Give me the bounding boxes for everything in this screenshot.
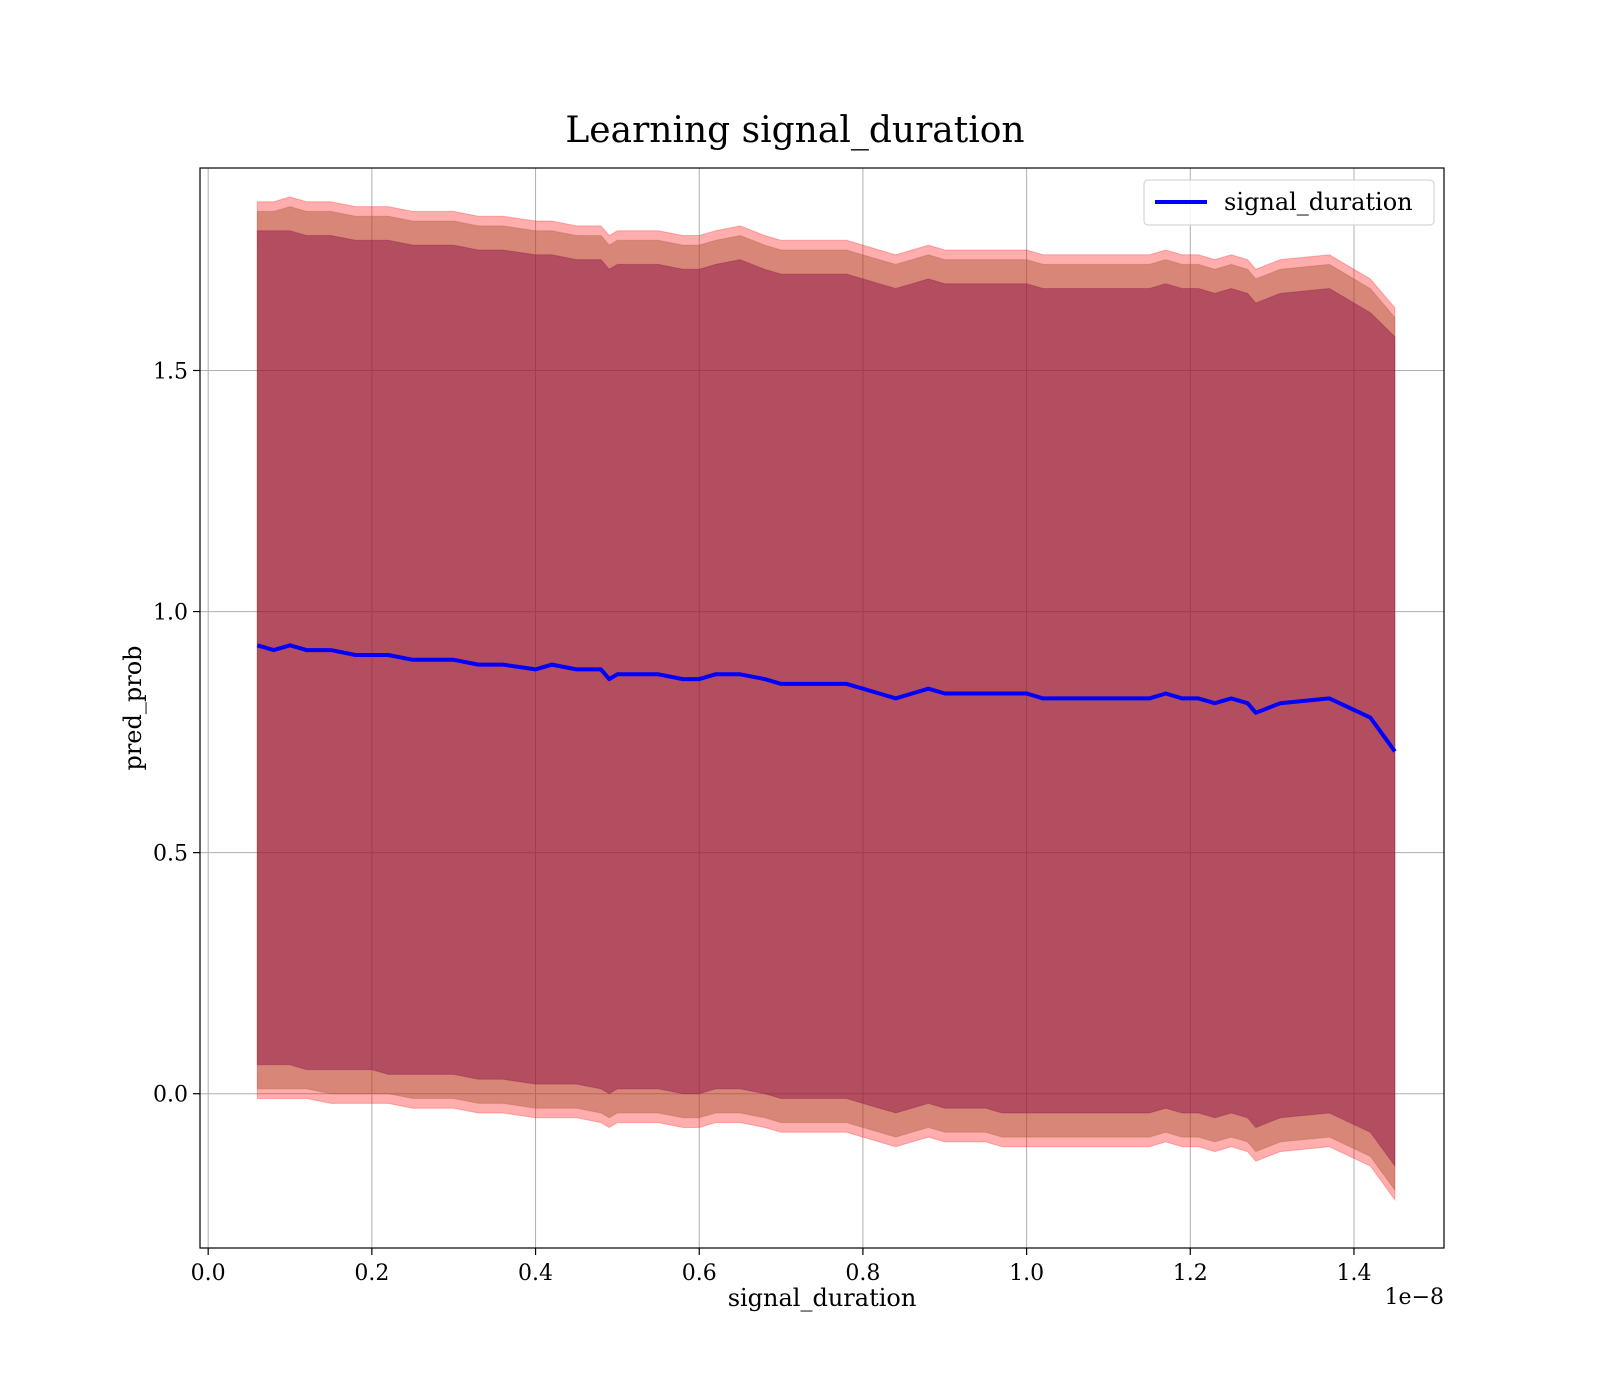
band-layer	[256, 196, 1396, 1202]
x-tick-label-1: 0.2	[354, 1261, 389, 1286]
y-tick-label-0: 0.0	[153, 1083, 188, 1108]
plot-frame	[199, 167, 1445, 1249]
x-tick-label-2: 0.4	[518, 1261, 553, 1286]
x-axis-label: signal_duration	[728, 1284, 917, 1312]
chart-title: Learning signal_duration	[565, 110, 1024, 151]
x-tick-label-6: 1.2	[1173, 1261, 1208, 1286]
x-axis-offset-label: 1e−8	[1385, 1285, 1444, 1310]
y-tick-label-2: 1.0	[153, 601, 188, 626]
y-tick-label-1: 0.5	[153, 842, 188, 867]
grid-layer	[200, 168, 1444, 1248]
line-layer	[256, 643, 1397, 753]
x-tick-label-0: 0.0	[191, 1261, 226, 1286]
x-tick-label-3: 0.6	[682, 1261, 717, 1286]
series-line-0	[256, 643, 1397, 753]
x-tick-label-5: 1.0	[1009, 1261, 1044, 1286]
x-tick-label-7: 1.4	[1336, 1261, 1371, 1286]
legend: signal_duration	[1143, 179, 1435, 226]
y-axis-label: pred_prob	[119, 645, 147, 770]
y-axis-ticks: 0.0 0.5 1.0 1.5	[153, 360, 200, 1108]
band-middle	[256, 206, 1396, 1192]
x-axis-ticks: 0.0 0.2 0.4 0.6 0.8 1.0 1.2 1.4	[191, 1248, 1371, 1286]
y-tick-label-3: 1.5	[153, 360, 188, 385]
legend-box	[1143, 179, 1435, 226]
legend-label-signal-duration: signal_duration	[1224, 188, 1413, 216]
band-outer	[256, 196, 1396, 1202]
band-inner	[256, 230, 1396, 1168]
x-tick-label-4: 0.8	[845, 1261, 880, 1286]
